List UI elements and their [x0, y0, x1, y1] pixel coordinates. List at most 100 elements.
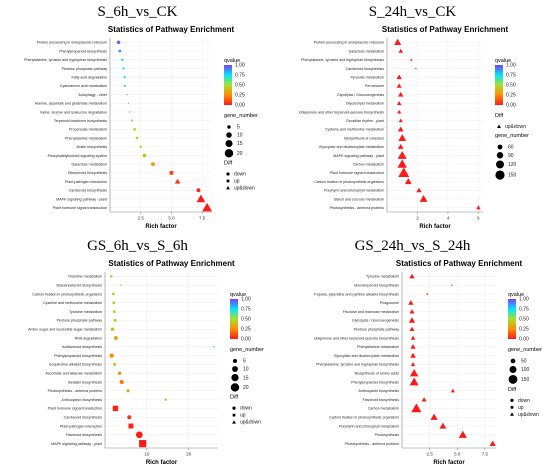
legend-size-label: 10 [243, 367, 249, 373]
data-point [411, 403, 422, 413]
y-tick-label: Isoflavonoid biosynthesis [62, 345, 102, 349]
data-point [489, 440, 496, 446]
y-tick-label: Pentose phosphate pathway [57, 319, 103, 323]
data-point [409, 377, 419, 386]
y-tick-label: Phagosome [380, 301, 399, 305]
x-tick-label: 2.5 [427, 452, 434, 457]
y-tick-label: Plant hormone signal transduction [330, 171, 384, 175]
legend-diff-label: down [240, 406, 252, 412]
y-tick-label: Phenylalanine, tyrosine and tryptophan b… [301, 58, 384, 62]
x-tick-label: 7.5 [199, 216, 206, 221]
y-tick-label: Protein processing in endoplasmic reticu… [314, 41, 384, 45]
legend-diff-label: up&down [240, 420, 261, 426]
panel-gs-24h-vs-s-24h: GS_24h_vs_S_24h Statistics of Pathway Enr… [275, 234, 550, 468]
legend-diff-title: Diff [224, 160, 233, 166]
legend-qvalue-colorbar [224, 65, 232, 105]
legend-size-marker [224, 149, 234, 158]
y-tick-label: Peroxisome [365, 84, 384, 88]
y-tick-label: Monoterpenoid biosynthesis [354, 284, 399, 288]
y-tick-label: Alanine, aspartate and glutamate metabol… [35, 102, 107, 106]
data-point [410, 335, 416, 340]
legend-size-label: 150 [521, 377, 530, 383]
data-point [398, 118, 403, 123]
legend-qvalue-tick: 0.75 [506, 73, 516, 79]
legend-qvalue-tick: 0.75 [241, 307, 251, 313]
legend-qvalue-tick: 0.00 [241, 337, 251, 343]
legend-qvalue-colorbar [508, 299, 516, 339]
data-point [408, 317, 416, 323]
data-point [394, 38, 402, 46]
data-point [130, 119, 134, 122]
y-tick-label: Plant-pathogen interaction [65, 180, 107, 184]
legend-diff-marker [510, 405, 514, 409]
legend-qvalue-title: qvalue [224, 58, 240, 64]
legend-diff-label: up&down [505, 124, 526, 130]
y-tick-label: Tyrosine metabolism [69, 310, 102, 314]
data-point [398, 167, 410, 177]
data-point [398, 48, 403, 53]
y-tick-label: Phenylalanine metabolism [357, 345, 399, 349]
y-tick-label: Valine, leucine and isoleucine degradati… [40, 110, 107, 114]
legend-size-label: 100 [521, 367, 530, 373]
legend-size-marker [508, 375, 518, 384]
y-tick-label: Carotenoid biosynthesis [69, 189, 108, 193]
x-tick-label: 6 [477, 216, 480, 221]
y-tick-label: Glycerolipid metabolism [346, 102, 384, 106]
y-tick-label: Phenylalanine, tyrosine and tryptophan b… [316, 363, 399, 367]
data-point [118, 49, 122, 53]
legend-qvalue-tick: 0.25 [519, 327, 529, 333]
legend-qvalue-tick: 1.00 [235, 63, 245, 69]
data-point [458, 430, 467, 438]
legend-diff-marker [226, 179, 230, 183]
legend-diff-label: up&down [234, 185, 255, 191]
data-point [414, 67, 417, 70]
data-point [416, 187, 422, 193]
data-point [398, 91, 404, 97]
x-tick-label: 10 [144, 452, 150, 457]
y-tick-label: Glyoxylate and dicarboxylate metabolism [334, 354, 399, 358]
legend-qvalue-tick: 0.00 [235, 103, 245, 109]
x-axis-title: Rich factor [419, 224, 451, 230]
legend-qvalue-tick: 0.00 [506, 103, 516, 109]
y-tick-label: Propanoate metabolism [69, 128, 107, 132]
data-point [409, 309, 415, 314]
legend-size-marker [227, 125, 231, 129]
y-tick-label: Fatty acid degradation [71, 75, 107, 79]
y-tick-label: Phenylalanine metabolism [65, 136, 107, 140]
chart-title: Statistics of Pathway Enrichment [108, 259, 235, 268]
y-tick-label: Brassinosteroid biosynthesis [56, 284, 102, 288]
legend-qvalue-tick: 0.50 [519, 317, 529, 323]
data-point [410, 352, 416, 358]
legend-size-marker [232, 366, 238, 372]
legend-diff-marker [497, 124, 501, 128]
data-point [139, 440, 147, 448]
chart-svg-2: GS_6h_vs_S_6h Statistics of Pathway Enric… [28, 238, 264, 466]
y-tick-label: Flavonoid biosynthesis [363, 398, 400, 402]
y-tick-label: Porphyrin and chlorophyll metabolism [339, 424, 399, 428]
legend-diff-marker [226, 172, 230, 176]
legend-qvalue-title: qvalue [508, 292, 524, 298]
y-tick-label: Porphyrin and chlorophyll metabolism [324, 189, 384, 193]
y-tick-label: Plant hormone signal transduction [53, 206, 107, 210]
y-tick-label: Pentose phosphate pathway [62, 67, 108, 71]
data-point [128, 111, 131, 113]
legend-size-marker [497, 144, 503, 150]
y-tick-label: Anthocyanin biosynthesis [61, 398, 102, 402]
legend-diff-marker [232, 406, 236, 410]
chart-svg-0: S_6h_vs_CK Statistics of Pathway Enrichme… [24, 4, 258, 230]
data-point [397, 143, 404, 149]
y-tick-label: Amino sugar and nucleotide sugar metabol… [28, 328, 102, 332]
legend-size-marker [496, 152, 504, 159]
data-point [113, 318, 117, 322]
y-tick-label: Tyrosine metabolism [366, 275, 399, 279]
y-tick-label: MAPK signaling pathway - plant [56, 197, 107, 201]
data-point [120, 284, 122, 286]
y-tick-label: Galactose metabolism [348, 49, 384, 53]
data-point [118, 371, 122, 375]
y-tick-label: Ascorbate and aldarate metabolism [45, 372, 102, 376]
chart-title: Statistics of Pathway Enrichment [382, 25, 509, 34]
data-point [126, 93, 129, 96]
data-point [430, 413, 438, 420]
y-tick-label: RNA degradation [75, 336, 102, 340]
data-point [151, 162, 155, 167]
